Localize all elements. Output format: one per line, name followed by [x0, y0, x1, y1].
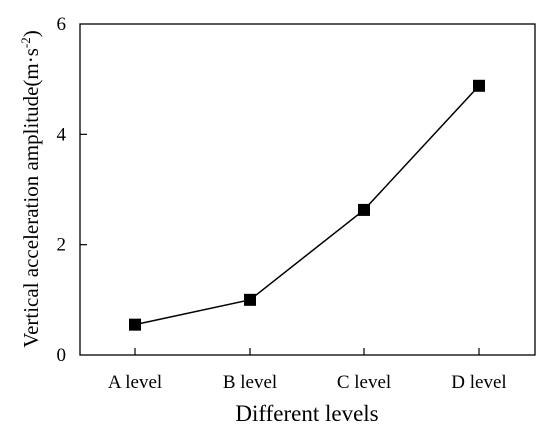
y-tick-label: 4: [57, 124, 67, 145]
y-tick-label: 2: [57, 235, 67, 256]
x-tick-label: D level: [451, 372, 506, 393]
plot-frame: [79, 23, 536, 356]
series-line: [134, 85, 480, 326]
x-axis-title: Different levels: [235, 401, 378, 426]
y-axis-title: Vertical acceleration amplitude(m·s-2): [18, 30, 43, 348]
x-axis-ticks: A level B level C level D level: [108, 348, 507, 393]
y-axis-title-superscript: -2: [18, 37, 33, 48]
data-point-marker: [358, 203, 370, 216]
series-layer: [129, 79, 485, 331]
y-axis-ticks: 0 2 4 6: [57, 14, 87, 366]
y-tick-label: 6: [57, 14, 67, 35]
x-tick-label: B level: [223, 372, 277, 393]
data-point-marker: [473, 79, 485, 92]
data-point-marker: [244, 293, 256, 306]
x-tick-label: A level: [108, 372, 162, 393]
y-tick-label: 0: [57, 345, 67, 366]
data-point-marker: [129, 318, 141, 331]
y-axis-title-main: Vertical acceleration amplitude(m·s: [19, 48, 43, 348]
y-axis-title-tail: ): [19, 30, 43, 37]
x-tick-label: C level: [337, 372, 391, 393]
